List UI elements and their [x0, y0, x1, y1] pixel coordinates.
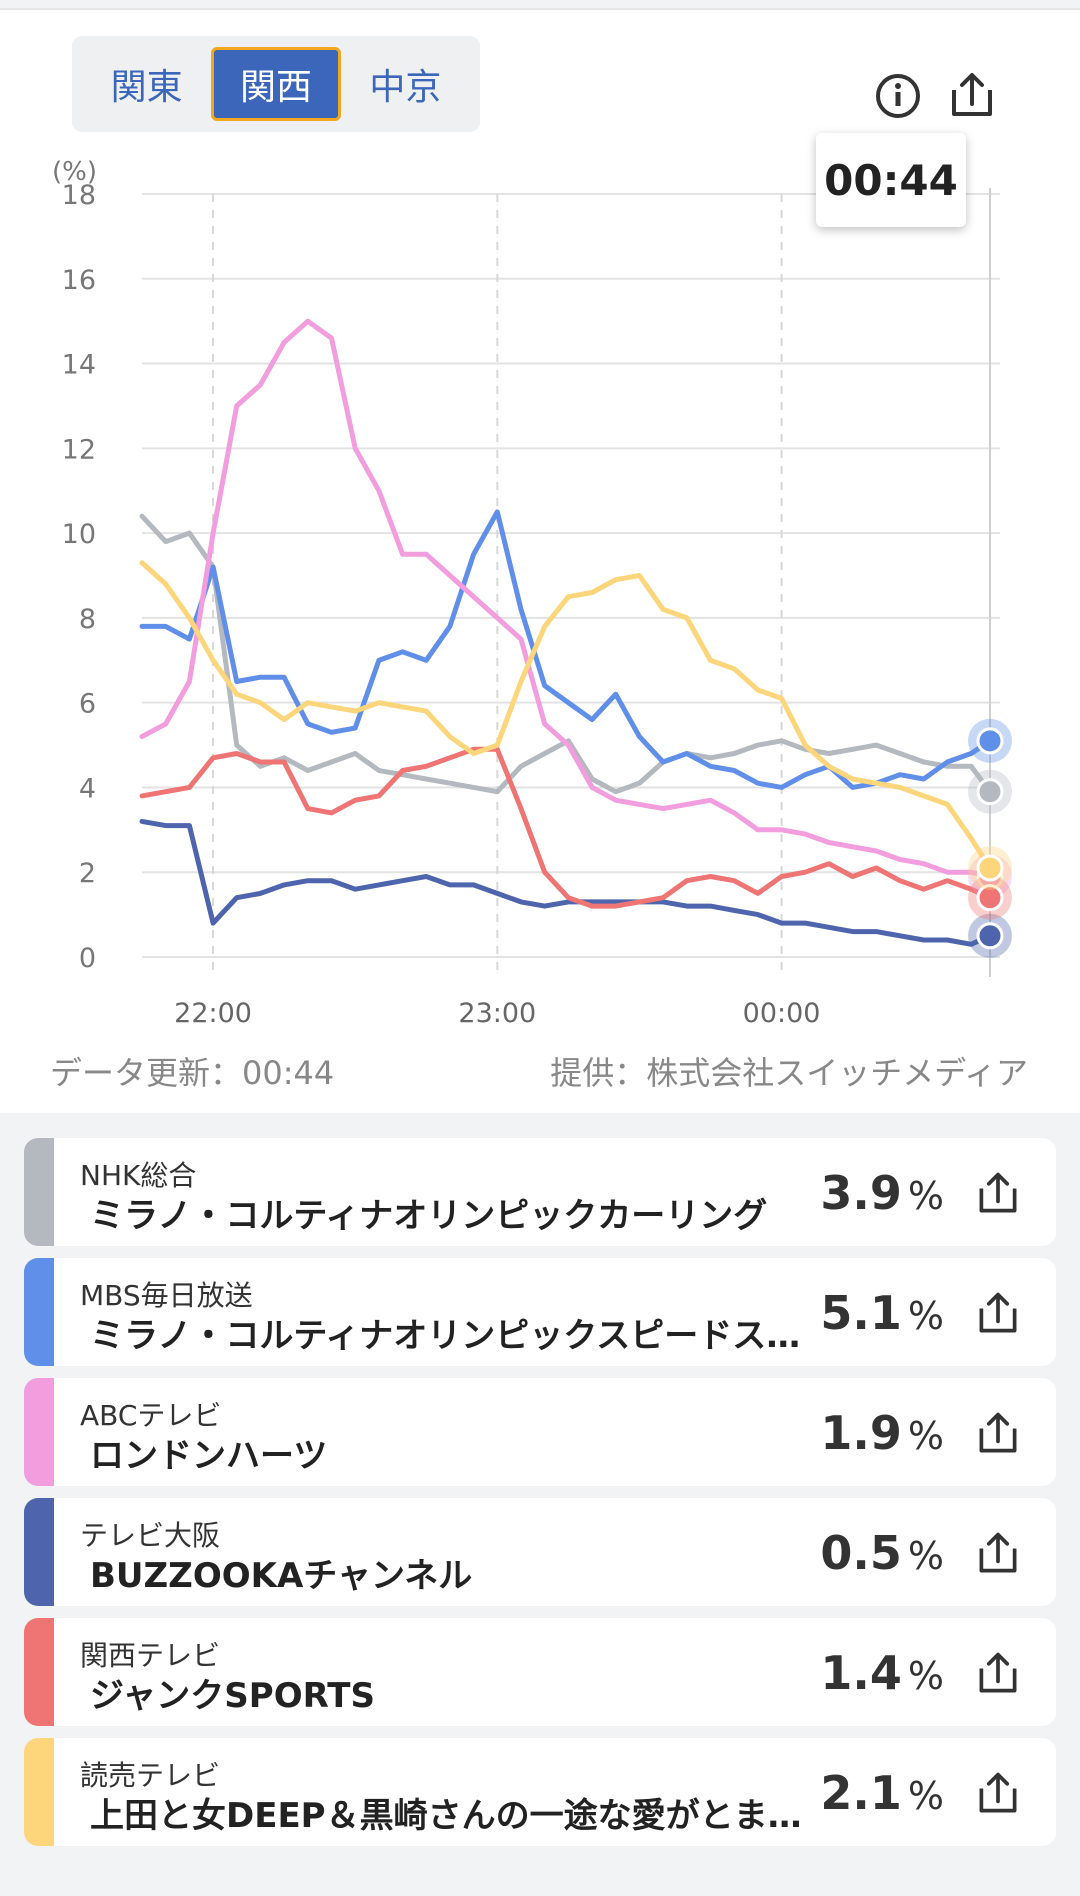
station-list: NHK総合 ミラノ・コルティナオリンピックカーリング 3.9% MBS毎日放送 ミラノ・… — [24, 1138, 1056, 1858]
series-line-4 — [139, 746, 993, 909]
rating-value: 2.1% — [820, 1766, 944, 1820]
info-icon[interactable] — [872, 70, 924, 122]
y-tick-label: 0 — [79, 943, 96, 974]
y-axis-unit: (%) — [52, 157, 97, 187]
share-icon[interactable] — [946, 70, 998, 122]
y-tick-label: 18 — [62, 180, 96, 211]
channel-color-stripe — [24, 1618, 54, 1726]
series-dot-1 — [976, 727, 1004, 755]
y-tick-label: 6 — [79, 689, 96, 720]
channel-color-stripe — [24, 1258, 54, 1366]
series-dot-4 — [976, 884, 1004, 912]
channel-color-stripe — [24, 1498, 54, 1606]
y-tick-label: 8 — [79, 604, 96, 635]
y-tick-label: 16 — [62, 265, 96, 296]
share-icon[interactable] — [974, 1530, 1022, 1578]
program-title: ジャンクSPORTS — [90, 1676, 375, 1716]
channel-color-stripe — [24, 1378, 54, 1486]
station-name: MBS毎日放送 — [80, 1279, 253, 1312]
y-tick-label: 2 — [79, 858, 96, 889]
x-tick-label: 00:00 — [743, 998, 821, 1029]
list-item[interactable]: ABCテレビロンドンハーツ 1.9% — [24, 1378, 1056, 1486]
station-name: NHK総合 — [80, 1159, 197, 1192]
series-dot-5 — [976, 854, 1004, 882]
station-name: 関西テレビ — [80, 1639, 221, 1672]
station-name: ABCテレビ — [80, 1399, 222, 1432]
rating-value: 1.4% — [820, 1646, 944, 1700]
chart-card: 関東 関西 中京 (%) 0 2 4 6 8 10 12 14 16 18 22:00 23:00 00:… — [0, 8, 1080, 1113]
x-tick-label: 22:00 — [174, 998, 252, 1029]
current-time-tooltip: 00:44 — [816, 133, 966, 227]
list-item[interactable]: 関西テレビジャンクSPORTS 1.4% — [24, 1618, 1056, 1726]
program-title: 上田と女DEEP＆黒崎さんの一途な愛がとまらない — [90, 1796, 830, 1836]
region-tabs: 関東 関西 中京 — [72, 36, 480, 132]
x-tick-label: 23:00 — [458, 998, 536, 1029]
channel-color-stripe — [24, 1738, 54, 1846]
tab-chukyo[interactable]: 中京 — [369, 67, 442, 108]
series-dot-3 — [976, 922, 1004, 950]
rating-value: 3.9% — [820, 1166, 944, 1220]
program-title: BUZZOOKAチャンネル — [90, 1556, 473, 1596]
program-title: ミラノ・コルティナオリンピックスピードスケート — [90, 1316, 830, 1356]
channel-color-stripe — [24, 1138, 54, 1246]
share-icon[interactable] — [974, 1290, 1022, 1338]
data-provider: 提供：株式会社スイッチメディア — [550, 1054, 1028, 1092]
station-name: 読売テレビ — [80, 1759, 221, 1792]
series-line-5 — [139, 560, 993, 871]
y-tick-label: 14 — [62, 350, 96, 381]
series-line-0 — [139, 513, 993, 795]
y-tick-label: 12 — [62, 434, 96, 465]
series-line-3 — [139, 818, 993, 947]
list-item[interactable]: NHK総合ミラノ・コルティナオリンピックカーリング 3.9% — [24, 1138, 1056, 1246]
list-item[interactable]: MBS毎日放送ミラノ・コルティナオリンピックスピードスケート 5.1% — [24, 1258, 1056, 1366]
program-title: ロンドンハーツ — [90, 1436, 328, 1476]
rating-value: 1.9% — [820, 1406, 944, 1460]
list-item[interactable]: テレビ大阪 BUZZOOKAチャンネル 0.5% — [24, 1498, 1056, 1606]
y-tick-label: 10 — [62, 519, 96, 550]
share-icon[interactable] — [974, 1650, 1022, 1698]
tab-kansai[interactable]: 関西 — [211, 47, 341, 121]
y-tick-label: 4 — [79, 773, 96, 804]
series-dot-0 — [976, 778, 1004, 806]
rating-chart[interactable]: (%) 0 2 4 6 8 10 12 14 16 18 22:00 23:00 00:00 — [0, 150, 1080, 1030]
rating-value: 5.1% — [820, 1286, 944, 1340]
rating-value: 0.5% — [820, 1526, 944, 1580]
station-name: テレビ大阪 — [80, 1519, 221, 1552]
series-line-1 — [139, 509, 993, 790]
program-title: ミラノ・コルティナオリンピックカーリング — [90, 1196, 768, 1236]
list-item[interactable]: 読売テレビ上田と女DEEP＆黒崎さんの一途な愛がとまらない 2.1% — [24, 1738, 1056, 1846]
data-updated: データ更新：00:44 — [50, 1054, 335, 1092]
share-icon[interactable] — [974, 1770, 1022, 1818]
share-icon[interactable] — [974, 1410, 1022, 1458]
tab-kanto[interactable]: 関東 — [110, 67, 183, 108]
series-line-2 — [139, 318, 993, 879]
share-icon[interactable] — [974, 1170, 1022, 1218]
